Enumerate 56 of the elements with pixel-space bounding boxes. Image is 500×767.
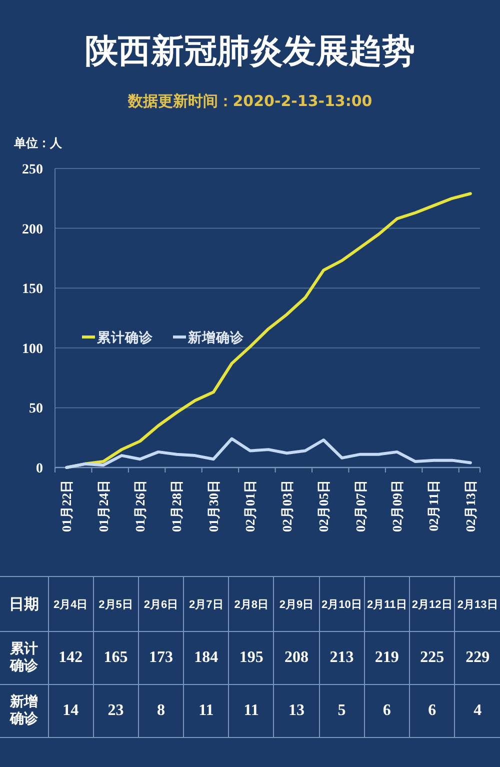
text: 11 — [184, 684, 229, 738]
text: 219 — [364, 632, 410, 684]
text: 2月6日 — [138, 576, 184, 632]
text: 2月9日 — [274, 576, 320, 632]
text: 11 — [228, 684, 274, 738]
text: 2月8日 — [228, 576, 274, 632]
text: 2月13日 — [454, 576, 500, 632]
text: 213 — [319, 632, 364, 684]
x-tick-label: 01月26日 — [132, 480, 148, 532]
y-axis-title: 单位：人 — [13, 136, 63, 150]
text: 4 — [454, 684, 500, 738]
y-tick-label: 250 — [22, 162, 43, 178]
chart-title: 陕西新冠肺炎发展趋势 — [85, 31, 415, 70]
text: 142 — [48, 632, 94, 684]
x-tick-label: 02月03日 — [279, 480, 294, 532]
text: 2月5日 — [93, 576, 138, 632]
text: 195 — [228, 632, 274, 684]
legend-label: 累计确诊 — [96, 330, 154, 346]
x-tick-label: 02月11日 — [426, 480, 442, 532]
x-tick-label: 02月13日 — [462, 480, 478, 532]
text: 6 — [410, 684, 455, 738]
text: 13 — [274, 684, 320, 738]
text: 2月10日 — [319, 576, 364, 632]
text: 208 — [274, 632, 320, 684]
x-tick-label: 02月01日 — [242, 480, 258, 532]
y-tick-label: 150 — [22, 282, 43, 298]
text: 14 — [48, 684, 94, 738]
text: 5 — [319, 684, 364, 738]
chart-subtitle: 数据更新时间：2020-2-13-13:00 — [126, 92, 372, 110]
y-tick-label: 200 — [22, 222, 43, 238]
text: 165 — [93, 632, 138, 684]
text: 2月11日 — [364, 576, 410, 632]
text: 229 — [454, 632, 500, 684]
text: 累计确诊 — [10, 641, 38, 674]
y-tick-label: 50 — [29, 402, 43, 417]
text: 184 — [184, 632, 229, 684]
text: 2月4日 — [48, 576, 94, 632]
text: 2月12日 — [410, 576, 455, 632]
x-tick-label: 01月22日 — [59, 480, 74, 532]
x-tick-label: 02月05日 — [316, 480, 332, 532]
text: 日期 — [0, 576, 48, 632]
text: 8 — [138, 684, 184, 738]
legend-label: 新增确诊 — [187, 329, 245, 346]
text: 6 — [364, 684, 410, 738]
x-tick-label: 02月09日 — [390, 480, 405, 532]
text: 225 — [410, 632, 455, 684]
x-tick-label: 01月30日 — [206, 480, 221, 532]
text: 173 — [138, 632, 184, 684]
text: 新增确诊 — [10, 694, 38, 727]
y-tick-label: 0 — [36, 462, 43, 476]
x-tick-label: 01月24日 — [96, 480, 111, 532]
text: 2月7日 — [184, 576, 229, 632]
x-tick-label: 02月07日 — [352, 480, 368, 532]
x-tick-label: 01月28日 — [169, 480, 184, 532]
y-tick-label: 100 — [22, 342, 43, 357]
text: 23 — [93, 684, 138, 738]
